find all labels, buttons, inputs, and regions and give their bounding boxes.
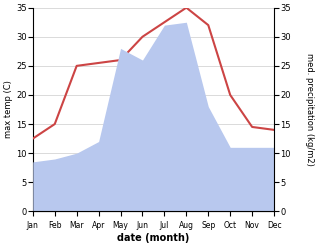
Y-axis label: med. precipitation (kg/m2): med. precipitation (kg/m2): [305, 53, 314, 166]
X-axis label: date (month): date (month): [117, 233, 190, 243]
Y-axis label: max temp (C): max temp (C): [4, 81, 13, 138]
